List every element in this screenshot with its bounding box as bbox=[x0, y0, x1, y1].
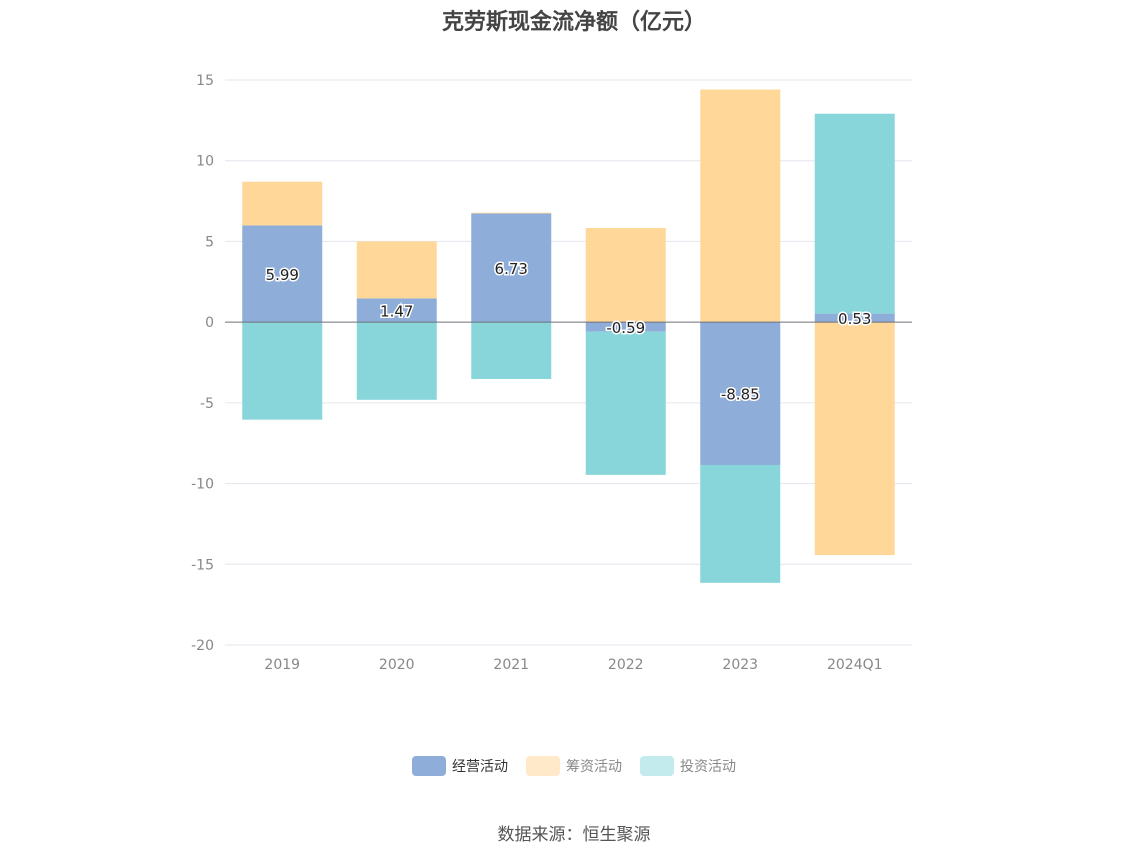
bars bbox=[242, 89, 895, 583]
axes bbox=[225, 321, 912, 646]
x-tick-label: 2020 bbox=[379, 657, 415, 673]
x-tick-label: 2022 bbox=[608, 657, 644, 673]
grid-lines bbox=[225, 79, 912, 646]
bar-operating-2023[interactable] bbox=[700, 322, 781, 466]
bar-operating-2019[interactable] bbox=[242, 225, 323, 323]
legend-label-operating: 经营活动 bbox=[452, 759, 508, 775]
y-tick-label: 10 bbox=[196, 154, 214, 170]
legend-label-financing: 筹资活动 bbox=[566, 759, 622, 775]
data-label-2020: 1.47 bbox=[380, 302, 413, 320]
bar-financing-2020[interactable] bbox=[356, 241, 437, 299]
x-tick-label: 2021 bbox=[493, 657, 529, 673]
y-tick-label: -15 bbox=[191, 557, 214, 573]
y-axis-ticks: 15 10 5 0 -5 -10 -15 -20 bbox=[191, 73, 214, 654]
bar-operating-2022[interactable] bbox=[585, 322, 666, 332]
legend-swatch-financing bbox=[526, 756, 560, 776]
bar-investing-2023[interactable] bbox=[700, 465, 781, 583]
bar-operating-2024Q1[interactable] bbox=[814, 313, 895, 323]
bar-investing-2019[interactable] bbox=[242, 322, 323, 420]
bar-chart: 15 10 5 0 -5 -10 -15 -20 5.99 1.47 6.73 -0.59 -8.85… bbox=[191, 73, 912, 673]
bar-financing-2023[interactable] bbox=[700, 89, 781, 323]
legend-item-investing[interactable]: 投资活动 bbox=[640, 756, 736, 776]
data-labels: 5.99 1.47 6.73 -0.59 -8.85 0.53 bbox=[264, 258, 873, 405]
legend-label-investing: 投资活动 bbox=[680, 759, 736, 775]
y-tick-label: 15 bbox=[196, 73, 214, 89]
legend-item-financing[interactable]: 筹资活动 bbox=[526, 756, 622, 776]
legend-swatch-investing bbox=[640, 756, 674, 776]
y-tick-label: 5 bbox=[205, 234, 214, 250]
bar-financing-2021[interactable] bbox=[471, 212, 552, 214]
x-tick-label: 2024Q1 bbox=[827, 657, 883, 673]
bar-investing-2022[interactable] bbox=[585, 331, 666, 475]
data-label-2019: 5.99 bbox=[266, 266, 299, 284]
bar-investing-2024Q1[interactable] bbox=[814, 113, 895, 314]
chart-title: 克劳斯现金流净额（亿元） bbox=[441, 10, 706, 35]
data-label-2021: 6.73 bbox=[495, 260, 528, 278]
x-tick-label: 2019 bbox=[264, 657, 300, 673]
bar-financing-2022[interactable] bbox=[585, 228, 666, 323]
bar-investing-2021[interactable] bbox=[471, 322, 552, 379]
bar-investing-2020[interactable] bbox=[356, 322, 437, 400]
y-tick-label: -10 bbox=[191, 477, 214, 493]
data-label-2022: -0.59 bbox=[606, 319, 645, 337]
x-axis-ticks: 2019 2020 2021 2022 2023 2024Q1 bbox=[264, 657, 882, 673]
y-tick-label: -20 bbox=[191, 638, 214, 654]
y-tick-label: 0 bbox=[205, 315, 214, 331]
legend-item-operating[interactable]: 经营活动 bbox=[412, 756, 508, 776]
x-tick-label: 2023 bbox=[722, 657, 758, 673]
legend: 经营活动 筹资活动 投资活动 bbox=[0, 756, 1148, 776]
data-label-2024Q1: 0.53 bbox=[838, 310, 871, 328]
bar-financing-2024Q1[interactable] bbox=[814, 322, 895, 556]
legend-swatch-operating bbox=[412, 756, 446, 776]
data-label-2023: -8.85 bbox=[721, 386, 760, 404]
y-tick-label: -5 bbox=[200, 396, 214, 412]
bar-financing-2019[interactable] bbox=[242, 181, 323, 226]
bar-operating-2020[interactable] bbox=[356, 298, 437, 323]
bar-operating-2021[interactable] bbox=[471, 213, 552, 323]
data-source: 数据来源：恒生聚源 bbox=[497, 825, 651, 845]
